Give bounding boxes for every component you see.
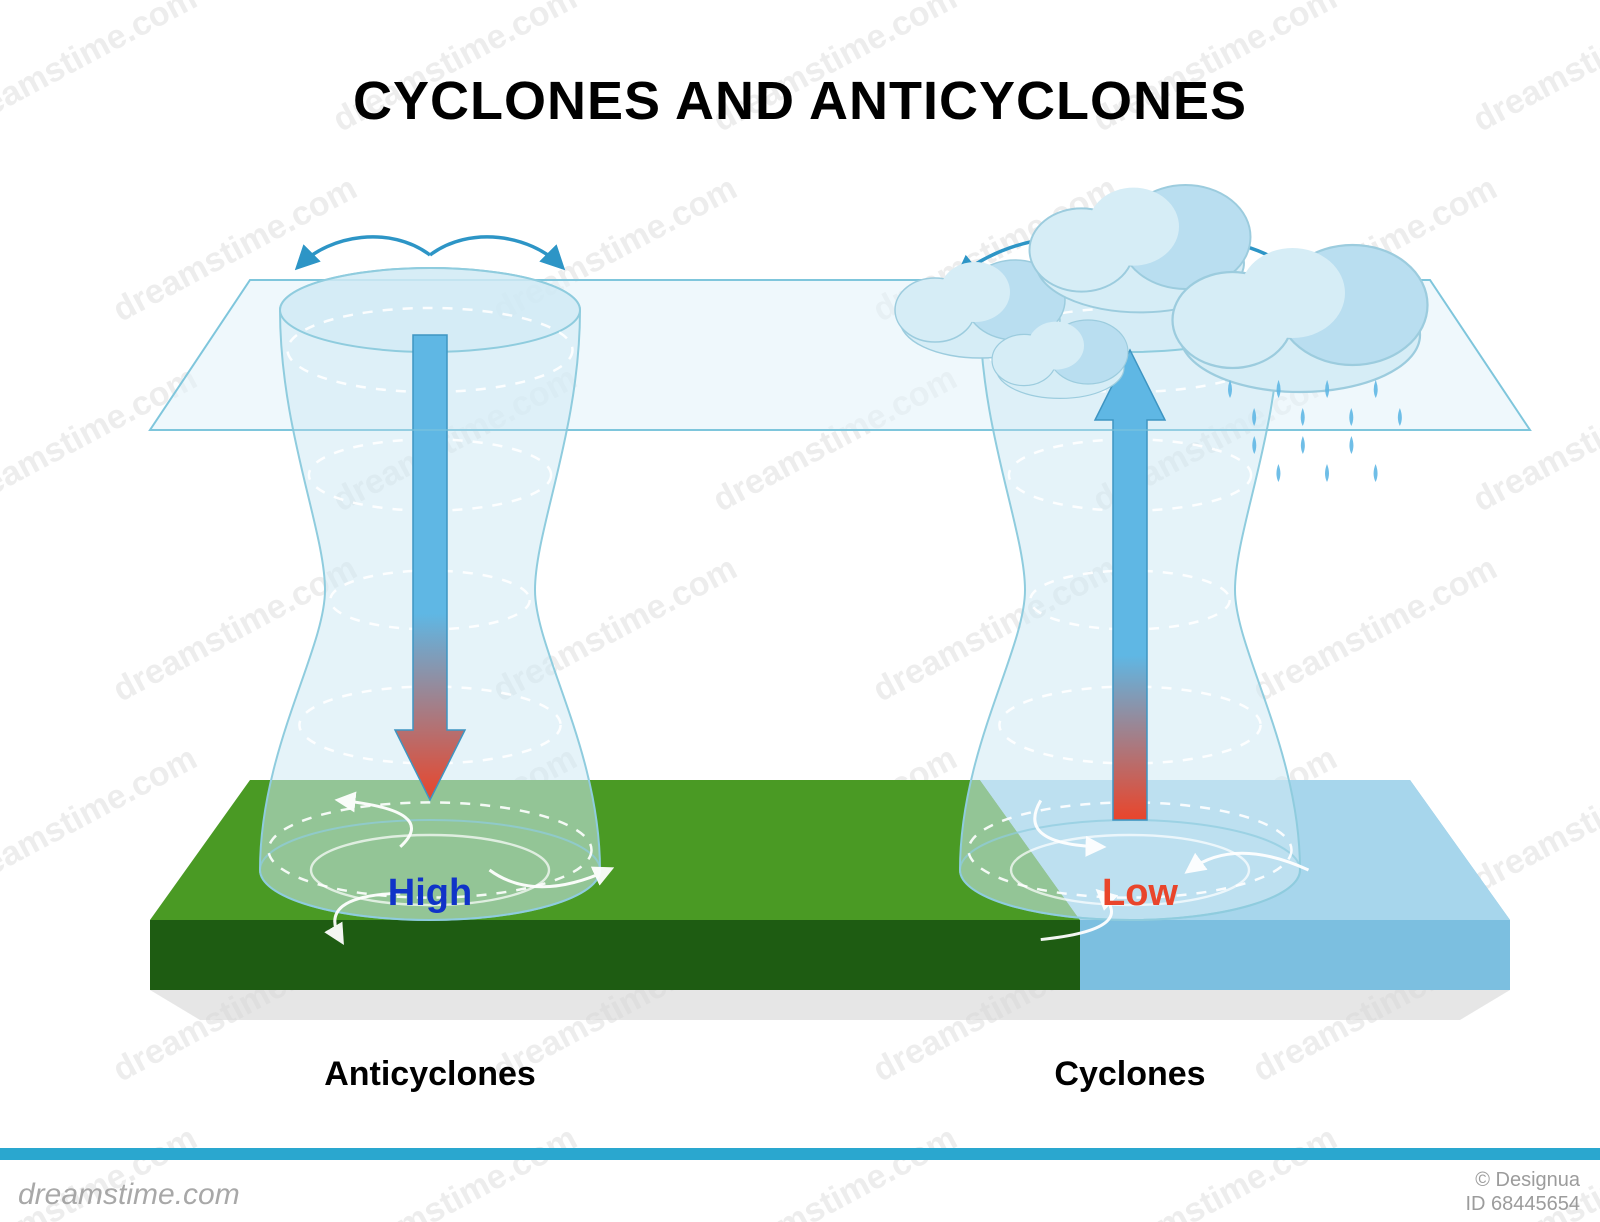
footer-bar	[0, 1148, 1600, 1160]
watermark-brand: dreamstime.com	[18, 1178, 240, 1212]
svg-text:Low: Low	[1102, 872, 1178, 914]
cyclone-caption: Cyclones	[980, 1055, 1280, 1094]
anticyclone-caption-text: Anticyclones	[324, 1055, 536, 1093]
watermark-brand-text: dreamstime.com	[18, 1178, 240, 1211]
scene-svg: High Low	[0, 0, 1600, 1222]
watermark-author-text: © Designua	[1475, 1169, 1580, 1191]
watermark-author: © Designua	[1475, 1169, 1580, 1192]
anticyclone-funnel: High	[260, 237, 609, 940]
watermark-id-text: ID 68445654	[1465, 1193, 1580, 1215]
svg-text:High: High	[388, 872, 472, 914]
anticyclone-caption: Anticyclones	[280, 1055, 580, 1094]
diagram-stage: dreamstime.comdreamstime.comdreamstime.c…	[0, 0, 1600, 1222]
cyclone-caption-text: Cyclones	[1054, 1055, 1205, 1093]
watermark-id: ID 68445654	[1465, 1193, 1580, 1216]
